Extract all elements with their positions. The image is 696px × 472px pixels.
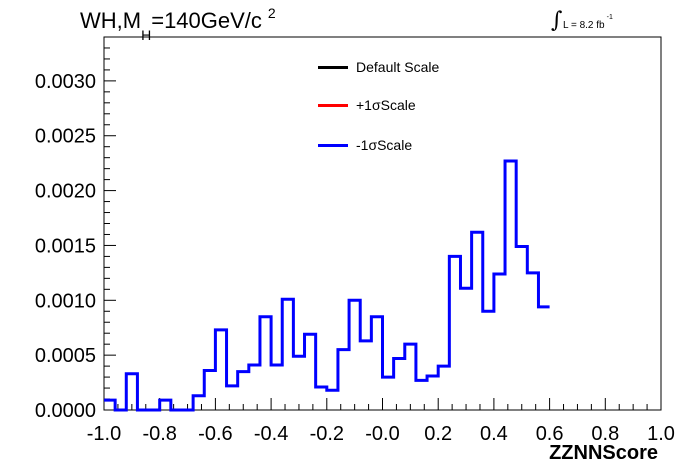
x-tick-label: -1.0: [87, 423, 121, 445]
legend-line-plus1sigma: [318, 103, 348, 107]
y-tick-label: 0.0010: [35, 290, 96, 312]
x-tick-label: 0.2: [424, 423, 452, 445]
series-layer: [104, 159, 550, 412]
y-tick-label: 0.0030: [35, 71, 96, 93]
title-subscript: H: [141, 27, 152, 43]
x-tick-label: 0.8: [591, 423, 619, 445]
x-axis-title: ZZNNScore: [549, 442, 658, 464]
legend-line-minus1sigma: [318, 143, 348, 147]
x-tick-label: -0.4: [254, 423, 288, 445]
luminosity-text: L = 8.2 fb: [563, 20, 605, 31]
x-tick-label: 1.0: [647, 423, 675, 445]
series-line: [104, 159, 550, 412]
legend-label-minus1sigma: -1σScale: [356, 137, 413, 153]
y-tick-label: 0.0020: [35, 181, 96, 203]
y-tick-label: 0.0025: [35, 126, 96, 148]
y-axis-ticks: 0.0000 0.0005 0.0010 0.0015 0.0020 0.0025 0.00…: [35, 36, 116, 422]
title-superscript: 2: [267, 5, 276, 21]
legend-label-default: Default Scale: [356, 59, 440, 75]
legend-entry-default: Default Scale: [318, 59, 439, 75]
chart-title: WH,MH=140GeV/c 2: [80, 5, 276, 43]
integral-icon: ∫: [551, 8, 563, 33]
x-tick-label: -0.6: [198, 423, 232, 445]
legend-label-plus1sigma: +1σScale: [356, 97, 416, 113]
luminosity-label: ∫ L = 8.2 fb-1: [551, 8, 613, 33]
y-tick-label: 0.0000: [35, 400, 96, 422]
x-tick-label: 0.6: [536, 423, 564, 445]
x-tick-label: 0.4: [480, 423, 508, 445]
x-tick-label: -0.8: [142, 423, 176, 445]
legend-line-default: [318, 65, 348, 69]
x-axis-ticks: -1.0 -0.8 -0.6 -0.4 -0.2 -0.0 0.2 0.4 0.6 0.8 1.0: [87, 398, 675, 445]
title-main: WH,M: [80, 8, 142, 33]
legend-entry-minus1sigma: -1σScale: [318, 137, 412, 153]
y-tick-label: 0.0005: [35, 345, 96, 367]
luminosity-superscript: -1: [606, 14, 613, 21]
x-tick-label: -0.2: [310, 423, 344, 445]
x-tick-label: -0.0: [365, 423, 399, 445]
legend-entry-plus1sigma: +1σScale: [318, 97, 416, 113]
y-tick-label: 0.0015: [35, 235, 96, 257]
title-tail: =140GeV/c: [151, 8, 262, 33]
